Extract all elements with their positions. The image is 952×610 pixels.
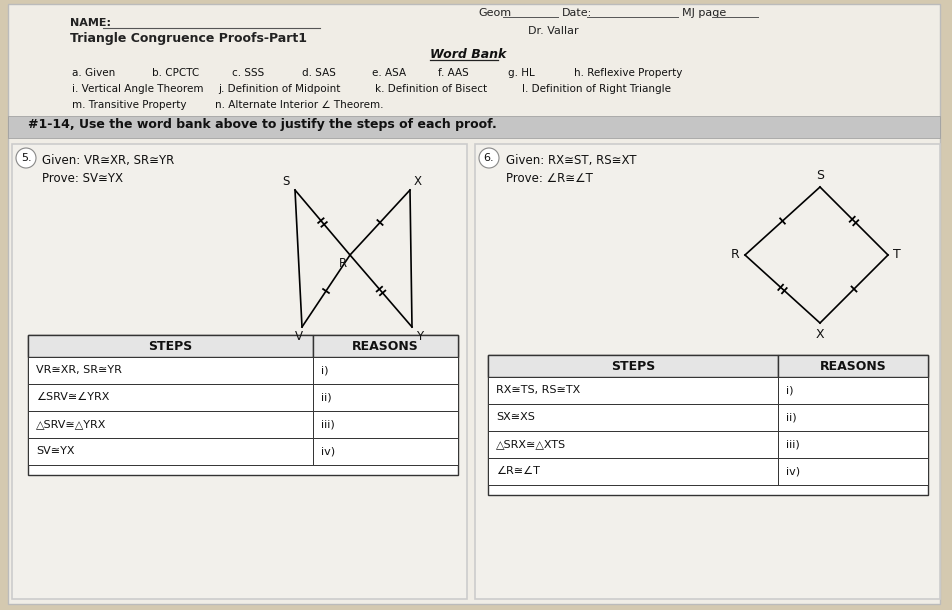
Text: Triangle Congruence Proofs-Part1: Triangle Congruence Proofs-Part1	[70, 32, 307, 45]
Bar	[12, 144, 467, 599]
Text: k. Definition of Bisect: k. Definition of Bisect	[375, 84, 487, 94]
Text: Word Bank: Word Bank	[430, 48, 506, 61]
Bar	[313, 411, 458, 438]
Text: m. Transitive Property: m. Transitive Property	[72, 100, 187, 110]
Text: REASONS: REASONS	[352, 340, 419, 353]
Bar	[8, 116, 940, 138]
Bar	[488, 431, 778, 458]
Text: REASONS: REASONS	[820, 359, 886, 373]
Text: STEPS: STEPS	[611, 359, 655, 373]
Text: X: X	[414, 175, 422, 188]
Text: i): i)	[321, 365, 328, 376]
Bar	[488, 404, 778, 431]
Text: V: V	[295, 330, 303, 343]
Text: d. SAS: d. SAS	[302, 68, 336, 78]
Text: j. Definition of Midpoint: j. Definition of Midpoint	[218, 84, 341, 94]
Text: Y: Y	[416, 330, 423, 343]
Bar	[778, 431, 928, 458]
Bar	[313, 335, 458, 357]
Text: △SRX≅△XTS: △SRX≅△XTS	[496, 439, 566, 450]
Bar	[488, 377, 778, 404]
Text: Prove: ∠R≅∠T: Prove: ∠R≅∠T	[506, 172, 593, 185]
Text: h. Reflexive Property: h. Reflexive Property	[574, 68, 683, 78]
Bar	[28, 411, 313, 438]
Bar	[778, 458, 928, 485]
Bar	[488, 355, 928, 495]
Circle shape	[479, 148, 499, 168]
Text: e. ASA: e. ASA	[372, 68, 407, 78]
Bar	[313, 384, 458, 411]
Text: ∠R≅∠T: ∠R≅∠T	[496, 467, 540, 476]
Text: MJ page: MJ page	[682, 8, 726, 18]
Text: R: R	[339, 257, 347, 270]
Text: T: T	[893, 248, 901, 262]
Text: NAME:: NAME:	[70, 18, 111, 28]
Text: iii): iii)	[321, 420, 335, 429]
Text: S: S	[283, 175, 290, 188]
Text: Geom: Geom	[478, 8, 511, 18]
Text: f. AAS: f. AAS	[438, 68, 468, 78]
Text: iv): iv)	[321, 447, 335, 456]
Text: 6.: 6.	[484, 153, 494, 163]
Text: Given: RX≅ST, RS≅XT: Given: RX≅ST, RS≅XT	[506, 154, 637, 167]
Circle shape	[16, 148, 36, 168]
Text: c. SSS: c. SSS	[232, 68, 265, 78]
Text: SV≅YX: SV≅YX	[36, 447, 74, 456]
Text: S: S	[816, 169, 824, 182]
Bar	[313, 438, 458, 465]
Text: 5.: 5.	[21, 153, 31, 163]
Bar	[28, 335, 313, 357]
Text: △SRV≅△YRX: △SRV≅△YRX	[36, 420, 107, 429]
Text: RX≅TS, RS≅TX: RX≅TS, RS≅TX	[496, 386, 581, 395]
Text: Dr. Vallar: Dr. Vallar	[528, 26, 579, 36]
Text: R: R	[731, 248, 740, 262]
Text: ii): ii)	[786, 412, 797, 423]
Bar	[778, 377, 928, 404]
Bar	[778, 404, 928, 431]
Bar	[28, 357, 313, 384]
Bar	[28, 438, 313, 465]
Bar	[28, 384, 313, 411]
Text: a. Given: a. Given	[72, 68, 115, 78]
Text: Date:: Date:	[562, 8, 592, 18]
Text: b. CPCTC: b. CPCTC	[152, 68, 199, 78]
Text: i. Vertical Angle Theorem: i. Vertical Angle Theorem	[72, 84, 204, 94]
Bar	[313, 357, 458, 384]
Text: ∠SRV≅∠YRX: ∠SRV≅∠YRX	[36, 392, 109, 403]
Bar	[778, 355, 928, 377]
Text: ii): ii)	[321, 392, 331, 403]
Text: SX≅XS: SX≅XS	[496, 412, 535, 423]
Text: i): i)	[786, 386, 794, 395]
Text: n. Alternate Interior ∠ Theorem.: n. Alternate Interior ∠ Theorem.	[215, 100, 384, 110]
Bar	[488, 355, 778, 377]
Text: Prove: SV≅YX: Prove: SV≅YX	[42, 172, 123, 185]
Text: STEPS: STEPS	[148, 340, 192, 353]
Text: #1-14, Use the word bank above to justify the steps of each proof.: #1-14, Use the word bank above to justif…	[28, 118, 497, 131]
Text: X: X	[816, 328, 824, 341]
Bar	[475, 144, 940, 599]
Text: iv): iv)	[786, 467, 800, 476]
Text: l. Definition of Right Triangle: l. Definition of Right Triangle	[522, 84, 671, 94]
Bar	[28, 335, 458, 475]
Text: g. HL: g. HL	[508, 68, 535, 78]
Text: Given: VR≅XR, SR≅YR: Given: VR≅XR, SR≅YR	[42, 154, 174, 167]
Text: VR≅XR, SR≅YR: VR≅XR, SR≅YR	[36, 365, 122, 376]
Bar	[488, 458, 778, 485]
Text: iii): iii)	[786, 439, 800, 450]
